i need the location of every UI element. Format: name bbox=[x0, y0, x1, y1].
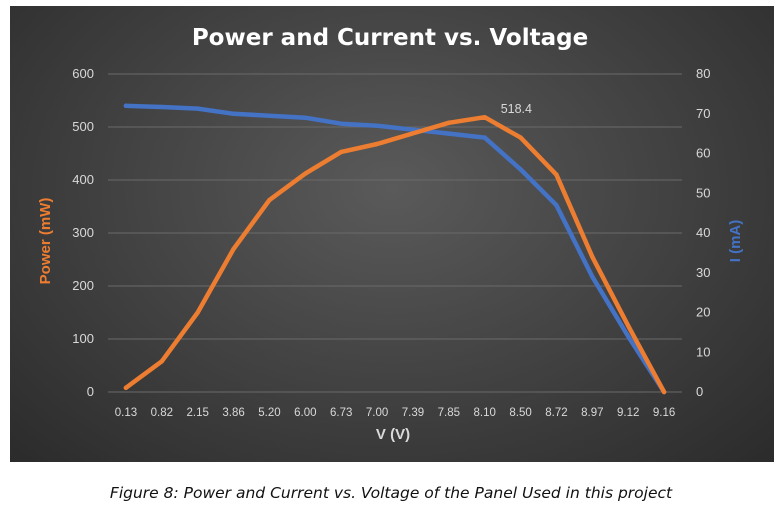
left-tick-label: 0 bbox=[87, 384, 94, 399]
x-tick-label: 0.13 bbox=[115, 407, 137, 419]
data-point-power bbox=[661, 389, 667, 395]
data-point-power bbox=[518, 135, 523, 140]
chart-title: Power and Current vs. Voltage bbox=[192, 25, 588, 51]
data-point-current bbox=[554, 202, 559, 208]
series-line-current bbox=[123, 103, 667, 395]
right-tick-label: 10 bbox=[696, 344, 710, 359]
data-point-current bbox=[590, 274, 595, 279]
right-tick-label: 50 bbox=[696, 185, 710, 200]
left-tick-label: 400 bbox=[72, 172, 94, 187]
series-layer bbox=[123, 103, 667, 395]
x-tick-label: 8.72 bbox=[545, 407, 567, 419]
data-point-power bbox=[338, 149, 344, 155]
data-point-current bbox=[446, 131, 452, 136]
x-tick-label: 5.20 bbox=[258, 407, 280, 419]
data-label-layer: 518.4 bbox=[501, 102, 532, 116]
x-tick-label: 7.85 bbox=[438, 407, 460, 419]
data-point-current bbox=[625, 334, 631, 339]
series-line-power bbox=[123, 114, 667, 395]
right-tick-label: 40 bbox=[696, 225, 710, 240]
data-point-current bbox=[267, 113, 272, 118]
data-point-power bbox=[410, 131, 416, 136]
right-tick-label: 0 bbox=[696, 384, 703, 399]
x-tick-label: 7.00 bbox=[366, 407, 388, 419]
chart-area: Power and Current vs. Voltage 0 100 200 300… bbox=[10, 6, 774, 462]
x-tick-label: 8.50 bbox=[509, 407, 531, 419]
data-point-power bbox=[446, 120, 452, 125]
right-tick-label: 70 bbox=[696, 106, 710, 121]
left-tick-label: 100 bbox=[72, 331, 94, 346]
x-tick-label: 8.10 bbox=[473, 407, 495, 419]
right-axis-ticks: 0 10 20 30 40 50 60 70 80 bbox=[696, 66, 710, 399]
data-point-current bbox=[338, 121, 344, 126]
data-point-power bbox=[267, 197, 272, 203]
left-tick-label: 500 bbox=[72, 119, 94, 134]
chart-svg: Power and Current vs. Voltage 0100200300… bbox=[37, 25, 744, 443]
left-axis-title: Power (mW) bbox=[37, 198, 54, 285]
data-point-current bbox=[123, 103, 129, 109]
data-point-power bbox=[195, 310, 200, 315]
right-tick-label: 60 bbox=[696, 146, 710, 161]
x-tick-label: 8.97 bbox=[581, 407, 603, 419]
data-point-power bbox=[159, 359, 165, 364]
data-point-current bbox=[195, 106, 200, 111]
x-tick-label: 6.73 bbox=[330, 407, 352, 419]
right-tick-label: 20 bbox=[696, 305, 710, 320]
x-tick-label: 9.16 bbox=[653, 407, 675, 419]
right-tick-label: 30 bbox=[696, 265, 710, 280]
x-tick-label: 7.39 bbox=[402, 407, 424, 419]
x-tick-label: 6.00 bbox=[294, 407, 316, 419]
left-axis-ticks: 0 100 200 300 400 500 600 bbox=[72, 66, 94, 399]
x-axis-ticks: 0.13 0.82 2.15 3.86 5.20 6.00 6.73 7.00 7.39 7.85… bbox=[115, 407, 676, 419]
data-point-power bbox=[625, 323, 631, 328]
data-point-current bbox=[159, 104, 165, 110]
x-tick-label: 0.82 bbox=[151, 407, 173, 419]
data-point-power bbox=[123, 385, 129, 390]
data-point-current bbox=[482, 135, 487, 140]
right-axis-title: I (mA) bbox=[727, 220, 744, 263]
data-point-power bbox=[590, 254, 595, 260]
data-point-power bbox=[231, 246, 236, 252]
figure-caption: Figure 8: Power and Current vs. Voltage … bbox=[109, 484, 673, 502]
x-tick-label: 2.15 bbox=[186, 407, 208, 419]
data-point-power bbox=[303, 171, 308, 176]
right-tick-label: 80 bbox=[696, 66, 710, 81]
left-tick-label: 300 bbox=[72, 225, 94, 240]
x-axis-title: V (V) bbox=[376, 426, 410, 443]
data-point-current bbox=[231, 111, 236, 116]
data-point-current bbox=[303, 115, 308, 120]
data-label: 518.4 bbox=[501, 102, 532, 116]
data-point-current bbox=[518, 167, 523, 172]
left-tick-label: 200 bbox=[72, 278, 94, 293]
left-tick-label: 600 bbox=[72, 66, 94, 81]
grid-layer bbox=[108, 73, 682, 393]
x-tick-label: 3.86 bbox=[222, 407, 244, 419]
x-tick-label: 9.12 bbox=[617, 407, 639, 419]
data-point-power bbox=[554, 172, 559, 177]
data-point-current bbox=[374, 123, 380, 128]
data-point-power bbox=[482, 115, 487, 120]
data-point-power bbox=[374, 141, 380, 147]
